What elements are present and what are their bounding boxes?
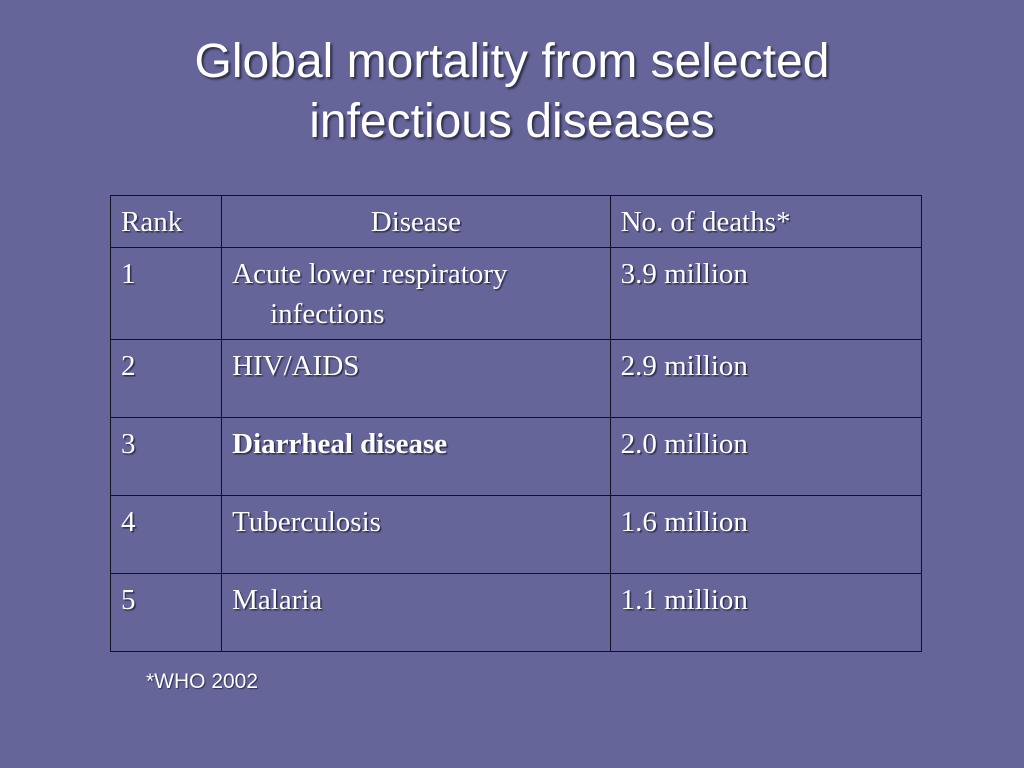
disease-cell: Diarrheal disease: [221, 417, 611, 496]
slide-title-line-2: infectious diseases: [309, 95, 715, 148]
table-row: 3 Diarrheal disease 2.0 million: [109, 417, 923, 496]
deaths-cell: 2.0 million: [609, 417, 923, 496]
header-deaths: No. of deaths*: [609, 195, 923, 248]
disease-name: Acute lower respiratory infections: [232, 258, 508, 330]
table-row: 5 Malaria 1.1 million: [109, 573, 923, 652]
disease-cell: Acute lower respiratory infections: [221, 247, 611, 340]
disease-name: Tuberculosis: [232, 506, 381, 538]
header-disease: Disease: [221, 195, 611, 248]
deaths-cell: 1.1 million: [609, 573, 923, 652]
rank-cell: 2: [109, 339, 223, 418]
table-row: 4 Tuberculosis 1.6 million: [109, 495, 923, 574]
table-row: 1 Acute lower respiratory infections 3.9…: [109, 247, 923, 340]
slide-title: Global mortality from selected infectiou…: [0, 32, 1024, 152]
disease-cell: Tuberculosis: [221, 495, 611, 574]
deaths-cell: 3.9 million: [609, 247, 923, 340]
rank-cell: 3: [109, 417, 223, 496]
slide-title-line-1: Global mortality from selected: [194, 35, 830, 88]
rank-cell: 1: [109, 247, 223, 340]
disease-cell: HIV/AIDS: [221, 339, 611, 418]
footnote-source: *WHO 2002: [146, 670, 259, 693]
header-rank: Rank: [109, 195, 223, 248]
rank-cell: 4: [109, 495, 223, 574]
table-header-row: Rank Disease No. of deaths*: [109, 195, 923, 248]
disease-name: Diarrheal disease: [232, 428, 448, 460]
deaths-cell: 2.9 million: [609, 339, 923, 418]
deaths-cell: 1.6 million: [609, 495, 923, 574]
mortality-table: Rank Disease No. of deaths* 1 Acute lowe…: [109, 195, 923, 652]
disease-name: Malaria: [232, 584, 323, 616]
table-row: 2 HIV/AIDS 2.9 million: [109, 339, 923, 418]
disease-cell: Malaria: [221, 573, 611, 652]
rank-cell: 5: [109, 573, 223, 652]
disease-name: HIV/AIDS: [232, 350, 360, 382]
